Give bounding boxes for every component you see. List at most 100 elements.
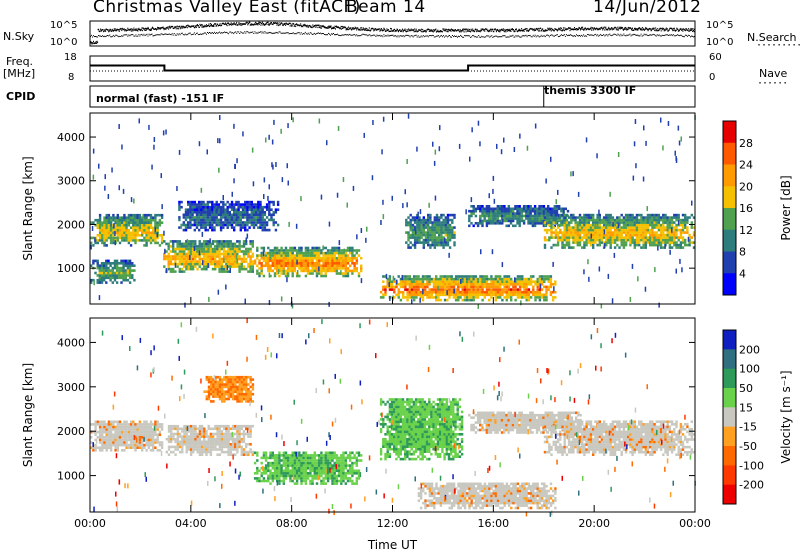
echo-cell [492, 217, 495, 220]
nsearch-point [355, 35, 357, 37]
echo-cell [540, 296, 544, 299]
nsearch-point [656, 34, 658, 36]
echo-cell [156, 223, 159, 227]
echo-cell [94, 271, 97, 275]
nsky-point [690, 29, 691, 32]
echo-cell [251, 270, 254, 273]
echo-cell [384, 290, 387, 294]
echo-cell [278, 249, 281, 252]
nsky-point [559, 29, 561, 31]
echo-cell [217, 223, 221, 227]
echo-cell [549, 277, 553, 281]
echo-cell [165, 255, 168, 258]
echo-cell [183, 250, 186, 253]
echo-cell [417, 275, 420, 278]
echo-cell [531, 219, 535, 223]
nsky-point [684, 29, 686, 31]
nsky-point [383, 27, 385, 29]
echo-cell [122, 262, 125, 265]
echo-cell [490, 207, 493, 211]
nsky-point [375, 28, 377, 30]
echo-cell [429, 226, 432, 229]
echo-cell [448, 213, 452, 217]
nsky-point [428, 28, 430, 31]
nsky-point [125, 29, 127, 31]
echo-cell [258, 267, 261, 270]
echo-cell [282, 251, 285, 255]
echo-cell [245, 247, 248, 251]
echo-cell [424, 231, 428, 234]
echo-cell [444, 223, 447, 227]
nsky-point [276, 22, 277, 25]
echo-cell [554, 216, 558, 219]
echo-cell [496, 217, 499, 220]
echo-cell [298, 274, 301, 278]
echo-cell [245, 267, 248, 271]
echo-cell [443, 298, 447, 302]
nsky-point [373, 28, 375, 30]
echo-cell [214, 240, 217, 243]
nsearch-point [120, 36, 122, 37]
echo-cell [410, 285, 414, 289]
nsky-point [137, 30, 139, 32]
echo-cell [178, 257, 181, 261]
echo-cell [532, 288, 535, 291]
nsearch-point [596, 35, 598, 37]
nsky-point [147, 26, 149, 29]
nsky-panel-frame [89, 20, 696, 47]
echo-cell [542, 207, 546, 211]
echo-cell [507, 207, 510, 211]
echo-cell [191, 257, 195, 261]
nsearch-point [98, 35, 100, 36]
echo-cell [239, 228, 242, 232]
echo-cell [261, 226, 264, 229]
echo-cell [187, 223, 190, 227]
echo-cell [120, 266, 123, 270]
echo-cell [255, 208, 258, 211]
nsky-point [209, 25, 211, 27]
nsearch-point [554, 35, 556, 36]
echo-cell [248, 208, 251, 211]
echo-cell [525, 298, 528, 302]
echo-cell [525, 205, 528, 208]
nsky-point [452, 29, 453, 32]
nsearch-point [95, 36, 96, 37]
nsky-point [501, 28, 503, 30]
echo-cell [105, 281, 108, 284]
echo-cell [178, 252, 181, 256]
echo-cell [125, 234, 128, 237]
echo-cell [101, 223, 104, 227]
echo-cell [543, 228, 547, 232]
echo-cell [556, 233, 560, 237]
echo-cell [324, 267, 327, 270]
echo-cell [204, 226, 207, 229]
echo-cell [450, 283, 453, 286]
nsearch-point [212, 32, 213, 34]
echo-cell [448, 246, 452, 249]
echo-cell [346, 249, 350, 252]
echo-cell [442, 218, 445, 222]
echo-cell [103, 216, 106, 219]
echo-cell [552, 243, 555, 247]
echo-cell [289, 254, 292, 257]
echo-cell [189, 216, 192, 219]
echo-cell [143, 213, 146, 217]
echo-cell [112, 229, 115, 232]
nsearch-point [535, 36, 537, 38]
echo-cell [431, 231, 434, 234]
echo-cell [222, 221, 225, 224]
echo-cell [503, 219, 506, 223]
echo-cell [219, 213, 223, 217]
nsky-point [379, 29, 381, 32]
echo-cell [198, 228, 201, 232]
echo-cell [406, 280, 409, 283]
echo-cell [485, 285, 489, 289]
nsearch-point [113, 34, 115, 36]
echo-cell [494, 290, 497, 294]
echo-cell [446, 216, 450, 219]
echo-cell [129, 239, 133, 242]
nsearch-point [632, 34, 634, 36]
nsky-point [404, 29, 406, 31]
nsky-point [570, 27, 571, 29]
echo-cell [533, 214, 537, 218]
